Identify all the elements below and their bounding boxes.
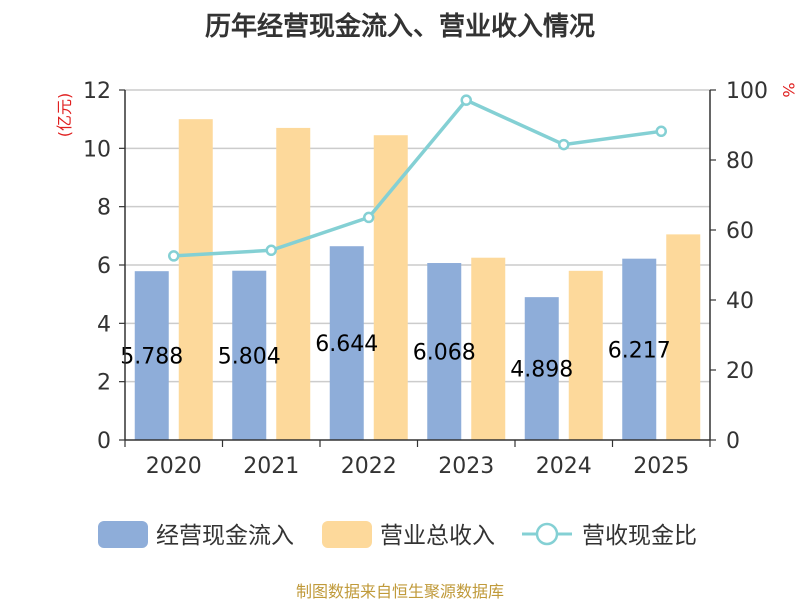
right-axis-unit-label: % [779,82,798,97]
bar-value-label: 6.068 [413,341,476,366]
ratio-line-point[interactable] [655,125,667,138]
axes: 0 2 4 6 8 10 12 0 20 40 60 80 100 2020 2021 2022 2023 202… [55,79,798,479]
bar-cash-inflow[interactable] [524,297,559,440]
left-axis-tick-label: 0 [97,429,111,454]
right-axis-tick-label: 60 [726,219,754,244]
bar-total-revenue[interactable] [276,127,311,441]
right-axis-tick-label: 40 [726,289,754,314]
bar-cash-inflow[interactable] [134,271,169,440]
bar-cash-inflow[interactable] [427,263,462,440]
data-labels: 5.788 5.804 6.644 6.068 4.898 6.217 [120,332,670,382]
ratio-line-point[interactable] [168,250,180,262]
grid-lines [125,89,710,383]
right-axis-tick-label: 80 [726,149,754,174]
legend-swatch-total-revenue[interactable] [322,521,372,548]
bar-value-label: 4.898 [510,358,573,383]
left-axis-tick-label: 6 [97,254,111,279]
left-axis-tick-label: 12 [83,79,111,104]
left-axis-tick-label: 2 [97,371,111,396]
bar-total-revenue[interactable] [373,135,408,441]
bar-value-label: 5.804 [218,344,281,369]
ratio-line-path [173,98,662,258]
bar-value-label: 6.217 [608,338,671,363]
ratio-line [168,94,667,262]
bar-total-revenue[interactable] [178,119,213,441]
ratio-line-point[interactable] [363,211,375,224]
left-axis-unit-label: (亿元) [55,93,74,138]
x-axis-tick-label: 2023 [438,454,494,479]
bar-cash-inflow[interactable] [329,246,364,440]
legend-swatch-cash-inflow[interactable] [98,521,148,548]
left-axis-tick-label: 8 [97,196,111,221]
right-axis-tick-label: 0 [726,429,740,454]
bar-value-label: 6.644 [315,332,378,357]
bar-total-revenue[interactable] [568,270,603,440]
left-axis-tick-label: 10 [83,137,111,162]
legend-label-total-revenue[interactable]: 营业总收入 [380,523,495,549]
legend-label-cash-inflow[interactable]: 经营现金流入 [156,523,294,549]
x-axis-tick-label: 2020 [146,454,202,479]
x-axis-tick-label: 2024 [536,454,592,479]
bar-cash-inflow[interactable] [232,270,267,440]
left-axis-tick-label: 4 [97,312,111,337]
x-axis-tick-label: 2022 [341,454,397,479]
right-axis-tick-label: 20 [726,359,754,384]
legend-label-ratio[interactable]: 营收现金比 [582,523,697,549]
x-axis-tick-label: 2021 [243,454,299,479]
bar-total-revenue[interactable] [471,257,506,440]
bars [134,119,701,441]
bar-total-revenue[interactable] [666,234,701,440]
legend-swatch-ratio-marker[interactable] [535,522,559,546]
right-axis-tick-label: 100 [726,79,768,104]
legend[interactable]: 经营现金流入 营业总收入 营收现金比 [98,521,697,549]
x-axis-tick-label: 2025 [633,454,689,479]
bar-value-label: 5.788 [120,345,183,370]
ratio-line-point[interactable] [558,138,570,151]
chart-title: 历年经营现金流入、营业收入情况 [204,12,595,42]
ratio-line-point[interactable] [460,94,472,106]
source-note: 制图数据来自恒生聚源数据库 [295,582,504,601]
bar-cash-inflow[interactable] [622,258,657,440]
ratio-line-point[interactable] [265,244,277,257]
